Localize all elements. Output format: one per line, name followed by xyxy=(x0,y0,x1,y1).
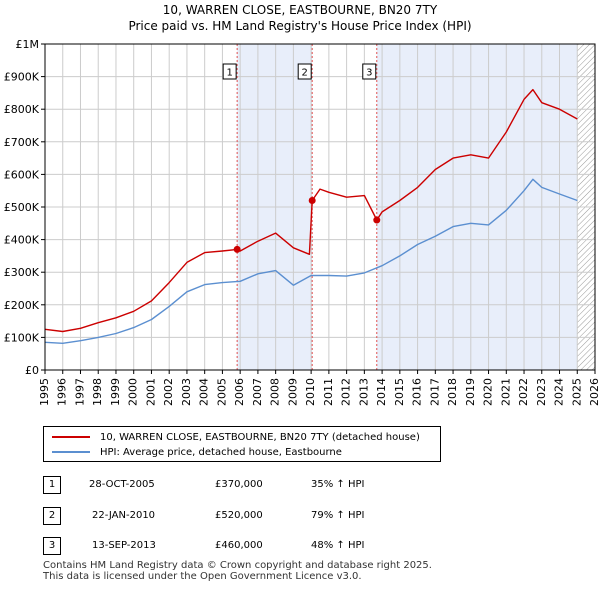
sale-label: 1 xyxy=(226,68,232,79)
x-tick-label: 1999 xyxy=(109,378,122,406)
x-tick-label: 2020 xyxy=(482,378,495,406)
legend-item-hpi: HPI: Average price, detached house, East… xyxy=(52,445,342,459)
transaction-date: 13-SEP-2013 xyxy=(92,540,156,551)
x-tick-label: 2025 xyxy=(570,378,583,406)
x-tick-label: 2023 xyxy=(535,378,548,406)
x-tick-label: 2024 xyxy=(553,378,566,406)
x-tick-label: 2009 xyxy=(286,378,299,406)
y-tick-label: £100K xyxy=(4,331,40,344)
x-tick-label: 1998 xyxy=(91,378,104,406)
footer-line-2: This data is licensed under the Open Gov… xyxy=(43,571,362,582)
x-tick-label: 2002 xyxy=(162,378,175,406)
y-tick-label: £400K xyxy=(4,234,40,247)
x-tick-label: 2019 xyxy=(464,378,477,406)
x-tick-label: 2021 xyxy=(499,378,512,406)
series-line-hpi xyxy=(44,178,578,344)
legend-label-hpi: HPI: Average price, detached house, East… xyxy=(100,446,342,458)
y-tick-label: £300K xyxy=(4,266,40,279)
sale-point xyxy=(308,196,316,204)
sale-label: 2 xyxy=(302,68,308,79)
sale-label-box xyxy=(362,63,377,80)
transaction-hpi: 79% ↑ HPI xyxy=(311,510,365,521)
series-line-property xyxy=(44,88,578,333)
footer: Contains HM Land Registry data © Crown c… xyxy=(43,560,432,582)
x-tick-label: 2015 xyxy=(393,378,406,406)
x-tick-label: 2003 xyxy=(180,378,193,406)
title-line-2: Price paid vs. HM Land Registry's House … xyxy=(128,19,472,33)
sale-point xyxy=(233,245,241,253)
chart-title: 10, WARREN CLOSE, EASTBOURNE, BN20 7TY P… xyxy=(0,2,600,34)
x-tick-label: 2011 xyxy=(322,378,335,406)
footer-line-1: Contains HM Land Registry data © Crown c… xyxy=(43,560,432,571)
table-row: 1 28-OCT-2005 £370,000 35% ↑ HPI xyxy=(43,476,443,494)
x-tick-label: 2005 xyxy=(215,378,228,406)
transaction-hpi: 48% ↑ HPI xyxy=(311,540,365,551)
table-row: 2 22-JAN-2010 £520,000 79% ↑ HPI xyxy=(43,507,443,525)
title-line-1: 10, WARREN CLOSE, EASTBOURNE, BN20 7TY xyxy=(162,3,438,17)
price-chart: £0 £100K £200K £300K £400K £500K £600K £700K £80… xyxy=(4,38,600,406)
x-tick-label: 2001 xyxy=(144,378,157,406)
x-tick-label: 1995 xyxy=(38,378,51,406)
x-tick-label: 2017 xyxy=(428,378,441,406)
x-tick-label: 2016 xyxy=(411,378,424,406)
x-tick-label: 2010 xyxy=(304,378,317,406)
x-tick-label: 1997 xyxy=(73,378,86,406)
transaction-date: 22-JAN-2010 xyxy=(92,510,156,521)
y-tick-label: £500K xyxy=(4,201,40,214)
sale-label-box xyxy=(297,63,312,80)
legend-swatch-hpi xyxy=(52,451,90,453)
sale-label-box xyxy=(222,63,237,80)
transaction-number: 3 xyxy=(43,537,61,555)
x-tick-label: 2022 xyxy=(517,378,530,406)
table-row: 3 13-SEP-2013 £460,000 48% ↑ HPI xyxy=(43,537,443,555)
x-tick-label: 2007 xyxy=(251,378,264,406)
transaction-number: 2 xyxy=(43,507,61,525)
sale-label: 3 xyxy=(366,68,372,79)
y-tick-label: £1M xyxy=(16,38,40,51)
legend-swatch-property xyxy=(52,436,90,438)
x-tick-label: 2000 xyxy=(127,378,140,406)
x-tick-label: 2006 xyxy=(233,378,246,406)
transaction-date: 28-OCT-2005 xyxy=(89,479,155,490)
transaction-number: 1 xyxy=(43,476,61,494)
sale-point xyxy=(373,216,381,224)
x-tick-label: 1996 xyxy=(56,378,69,406)
x-tick-label: 2018 xyxy=(446,378,459,406)
legend-label-property: 10, WARREN CLOSE, EASTBOURNE, BN20 7TY (… xyxy=(100,431,420,443)
legend: 10, WARREN CLOSE, EASTBOURNE, BN20 7TY (… xyxy=(43,426,441,462)
transaction-price: £460,000 xyxy=(215,540,263,551)
y-tick-label: £700K xyxy=(4,136,40,149)
x-tick-label: 2008 xyxy=(269,378,282,406)
x-tick-label: 2012 xyxy=(340,378,353,406)
transaction-price: £370,000 xyxy=(215,479,263,490)
plot-frame xyxy=(44,43,596,371)
y-tick-label: £600K xyxy=(4,168,40,181)
legend-item-property: 10, WARREN CLOSE, EASTBOURNE, BN20 7TY (… xyxy=(52,430,420,444)
x-tick-label: 2013 xyxy=(357,378,370,406)
x-tick-label: 2026 xyxy=(588,378,600,406)
y-tick-label: £200K xyxy=(4,299,40,312)
y-tick-label: £0 xyxy=(25,364,39,377)
x-tick-label: 2014 xyxy=(375,378,388,406)
transaction-hpi: 35% ↑ HPI xyxy=(311,479,365,490)
y-tick-label: £900K xyxy=(4,71,40,84)
y-tick-label: £800K xyxy=(4,103,40,116)
transaction-price: £520,000 xyxy=(215,510,263,521)
x-tick-label: 2004 xyxy=(198,378,211,406)
